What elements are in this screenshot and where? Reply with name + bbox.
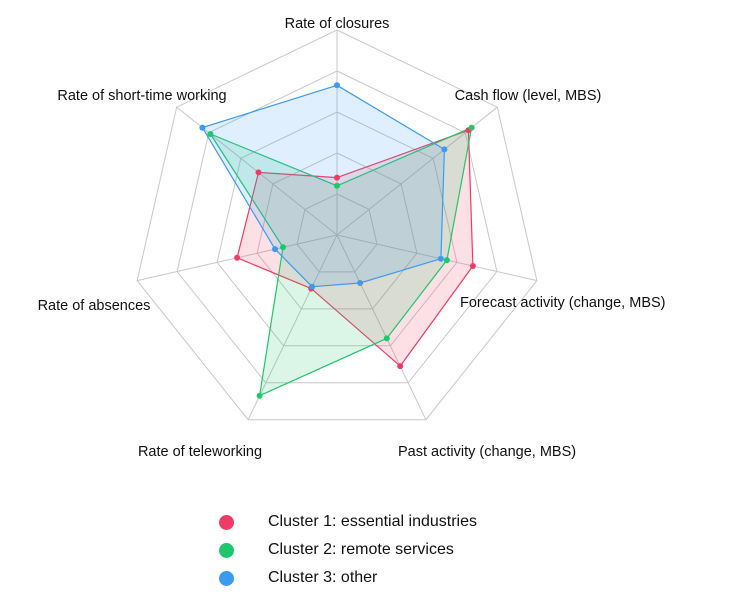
data-point-cluster-3-axis-2 — [441, 146, 448, 153]
legend-item-cluster-1: Cluster 1: essential industries — [215, 508, 477, 536]
axis-labels: Rate of closures Cash flow (level, MBS) Fo… — [38, 16, 666, 460]
legend: Cluster 1: essential industries Cluster … — [215, 508, 477, 592]
series-area-cluster-2 — [209, 126, 473, 397]
data-point-cluster-3-axis-3 — [437, 255, 444, 262]
legend-item-cluster-3: Cluster 3: other — [215, 564, 477, 592]
data-point-cluster-2-axis-7 — [207, 131, 214, 137]
data-point-cluster-3-axis-5 — [309, 283, 316, 290]
data-point-cluster-3-axis-7 — [199, 124, 206, 131]
axis-label-2: Cash flow (level, MBS) — [455, 88, 602, 104]
grid-ring-1 — [296, 193, 378, 273]
data-point-cluster-2-axis-1 — [334, 182, 340, 189]
data-point-cluster-2-axis-2 — [468, 124, 475, 131]
radar-series — [199, 82, 476, 399]
data-point-cluster-3-axis-4 — [357, 280, 364, 286]
series-area-cluster-1 — [236, 129, 474, 367]
axis-label-4: Past activity (change, MBS) — [398, 444, 576, 460]
grid-ring-5 — [136, 29, 538, 421]
data-point-cluster-1-axis-7 — [255, 169, 262, 176]
axis-label-6: Rate of absences — [38, 298, 151, 314]
data-point-cluster-1-axis-4 — [397, 363, 404, 370]
data-point-cluster-1-axis-1 — [334, 174, 340, 181]
series-area-cluster-3 — [201, 84, 445, 288]
axis-label-5: Rate of teleworking — [138, 444, 262, 460]
legend-item-cluster-2: Cluster 2: remote services — [215, 536, 477, 564]
legend-label-cluster-1: Cluster 1: essential industries — [268, 513, 477, 530]
grid-ring-2 — [256, 152, 418, 310]
axis-label-7: Rate of short-time working — [57, 88, 226, 104]
data-point-cluster-3-axis-6 — [272, 246, 278, 253]
grid-spoke-5 — [247, 234, 338, 420]
data-point-cluster-2-axis-6 — [280, 244, 286, 251]
data-point-cluster-1-axis-3 — [469, 263, 476, 269]
data-point-cluster-2-axis-4 — [383, 335, 390, 342]
legend-label-cluster-2: Cluster 2: remote services — [268, 541, 454, 558]
axis-label-3: Forecast activity (change, MBS) — [460, 295, 666, 311]
legend-label-cluster-3: Cluster 3: other — [268, 569, 378, 586]
radar-chart: Rate of closures Cash flow (level, MBS) Fo… — [38, 16, 666, 460]
data-point-cluster-3-axis-1 — [334, 82, 340, 89]
legend-marker-cluster-1 — [219, 514, 234, 530]
data-point-cluster-2-axis-5 — [256, 392, 263, 399]
legend-marker-cluster-3 — [219, 570, 234, 586]
legend-marker-cluster-2 — [219, 542, 234, 558]
grid-ring-4 — [176, 70, 498, 384]
radar-grid — [136, 29, 538, 421]
grid-spoke-4 — [336, 234, 427, 420]
axis-label-1: Rate of closures — [285, 16, 390, 32]
data-point-cluster-1-axis-6 — [234, 254, 241, 261]
grid-spoke-3 — [336, 234, 538, 282]
data-point-cluster-2-axis-3 — [443, 257, 450, 264]
